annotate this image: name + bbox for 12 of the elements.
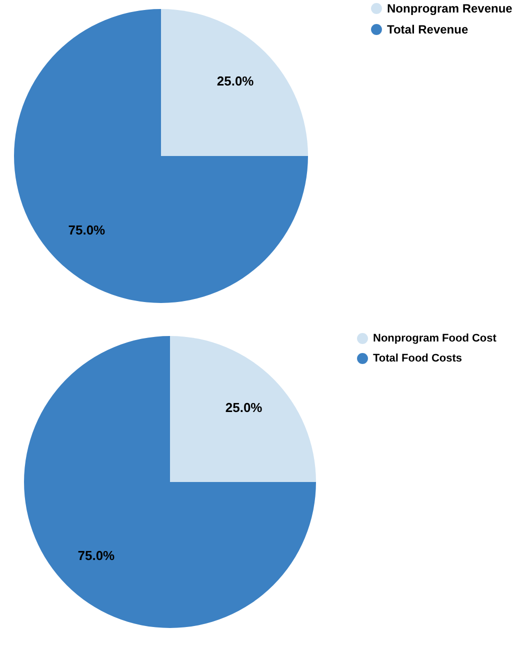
pie-slice [14,9,308,303]
pie-slice [161,9,308,156]
legend-label: Total Revenue [387,22,468,36]
data-label: 25.0% [225,400,263,416]
data-label: 25.0% [216,74,254,89]
pie-slice [170,336,316,482]
data-label: 75.0% [68,222,106,238]
legend-label: Total Food Costs [373,352,462,364]
pie-slice [24,336,316,628]
legend-label: Nonprogram Revenue [387,2,513,16]
legend-label: Nonprogram Food Cost [373,332,497,344]
data-label: 75.0% [78,548,116,563]
